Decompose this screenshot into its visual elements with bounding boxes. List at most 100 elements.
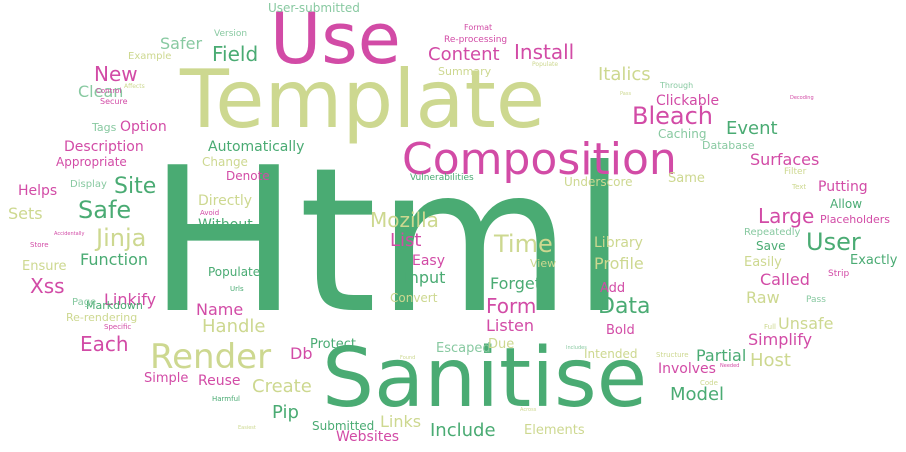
cloud-word: Use xyxy=(270,0,401,80)
cloud-word: Avoid xyxy=(200,209,220,217)
cloud-word: Site xyxy=(114,174,157,199)
cloud-word: Caching xyxy=(658,127,707,141)
cloud-word: Control xyxy=(96,87,122,95)
cloud-word: View xyxy=(530,257,557,270)
cloud-word: Database xyxy=(702,139,755,152)
cloud-word: Tags xyxy=(92,121,117,134)
cloud-word: Option xyxy=(120,119,167,135)
cloud-word: Composition xyxy=(402,134,677,185)
cloud-word: Secure xyxy=(100,97,128,106)
cloud-word: New xyxy=(94,62,138,86)
cloud-word: Linkify xyxy=(104,290,157,309)
cloud-word: Listen xyxy=(486,316,534,335)
cloud-word: Through xyxy=(660,81,694,90)
cloud-word: Forget xyxy=(490,274,541,293)
cloud-word: Example xyxy=(128,51,172,62)
cloud-word: Repeatedly xyxy=(744,227,801,238)
cloud-word: Allow xyxy=(830,197,863,211)
cloud-word: Vulnerabilities xyxy=(410,173,474,183)
cloud-word: Same xyxy=(668,171,705,186)
cloud-word: Db xyxy=(290,344,313,363)
cloud-word: Exactly xyxy=(850,253,898,268)
cloud-word: Includes xyxy=(566,345,587,351)
cloud-word: Simple xyxy=(144,371,189,386)
cloud-word: Display xyxy=(70,179,107,190)
cloud-word: Summary xyxy=(438,65,492,78)
cloud-word: Convert xyxy=(390,291,438,305)
cloud-word: Include xyxy=(430,420,496,441)
cloud-word: Accidentally xyxy=(54,231,85,237)
cloud-word: Install xyxy=(514,40,575,64)
cloud-word: Underscore xyxy=(564,175,633,189)
cloud-word: Re-rendering xyxy=(66,311,138,324)
cloud-word: Profile xyxy=(594,254,644,273)
cloud-word: Protect xyxy=(310,337,356,352)
cloud-word: Html xyxy=(148,125,628,358)
cloud-word: Host xyxy=(750,350,791,371)
cloud-word: Function xyxy=(80,250,149,269)
cloud-word: Xss xyxy=(30,274,65,298)
cloud-word: Directly xyxy=(198,193,253,209)
cloud-word: Raw xyxy=(746,288,780,307)
cloud-word: Bold xyxy=(606,323,635,338)
cloud-word: Library xyxy=(594,235,643,251)
cloud-word: Called xyxy=(760,270,810,289)
cloud-word: Unsafe xyxy=(778,314,834,333)
cloud-word: Input xyxy=(404,268,446,287)
cloud-word: Mozilla xyxy=(370,208,439,232)
cloud-word: Template xyxy=(180,53,546,146)
cloud-word: Simplify xyxy=(748,330,813,349)
cloud-word: Appropriate xyxy=(56,155,127,169)
cloud-word: Markdown xyxy=(86,299,143,312)
cloud-word: Harmful xyxy=(212,395,240,403)
cloud-word: Change xyxy=(202,155,248,169)
cloud-word: Without xyxy=(198,217,253,233)
cloud-word: Ensure xyxy=(22,259,67,274)
cloud-word: User xyxy=(806,228,861,256)
cloud-word: Re-processing xyxy=(444,35,508,45)
cloud-word: Strip xyxy=(828,269,850,279)
cloud-word: Form xyxy=(486,294,537,318)
cloud-word: Text xyxy=(792,183,807,191)
cloud-word: Model xyxy=(670,384,725,405)
cloud-word: Involves xyxy=(658,361,716,377)
cloud-word: Version xyxy=(214,29,248,39)
cloud-word: Code xyxy=(700,379,718,387)
cloud-word: Clean xyxy=(78,82,124,101)
cloud-word: List xyxy=(390,230,422,251)
cloud-word: Affects xyxy=(124,83,145,90)
cloud-word: Surfaces xyxy=(750,150,820,169)
cloud-word: Full xyxy=(764,323,776,331)
cloud-word: Create xyxy=(252,376,312,397)
cloud-word: Description xyxy=(64,139,144,155)
cloud-word: Safe xyxy=(78,196,132,224)
cloud-word: Putting xyxy=(818,179,868,195)
cloud-word: Specific xyxy=(104,323,132,331)
cloud-word: Each xyxy=(80,332,129,356)
cloud-word: Elements xyxy=(524,423,585,438)
cloud-word: Submitted xyxy=(312,419,375,433)
cloud-word: Filter xyxy=(784,167,807,177)
cloud-word: Field xyxy=(212,42,259,66)
cloud-word: Denote xyxy=(226,169,270,183)
cloud-word: Populate xyxy=(532,61,559,68)
cloud-word: Escaped xyxy=(436,341,491,356)
cloud-word: Sanitise xyxy=(322,331,648,426)
cloud-word: Event xyxy=(726,118,778,139)
cloud-word: Found xyxy=(400,355,416,361)
cloud-word: Populate xyxy=(208,265,261,279)
cloud-word: Sets xyxy=(8,204,43,223)
cloud-word: Save xyxy=(756,239,786,253)
cloud-word: Automatically xyxy=(208,139,305,155)
cloud-word: Store xyxy=(30,241,49,249)
cloud-word: Page xyxy=(72,297,97,308)
cloud-word: Safer xyxy=(160,34,203,53)
cloud-word: Jinja xyxy=(96,224,147,252)
cloud-word: Pip xyxy=(272,402,299,423)
cloud-word: Easy xyxy=(412,253,446,269)
cloud-word: Intended xyxy=(584,347,638,361)
cloud-word: Structure xyxy=(656,351,689,359)
cloud-word: Easiest xyxy=(238,425,256,431)
cloud-word: Needed xyxy=(720,363,740,369)
cloud-word: Large xyxy=(758,204,815,228)
